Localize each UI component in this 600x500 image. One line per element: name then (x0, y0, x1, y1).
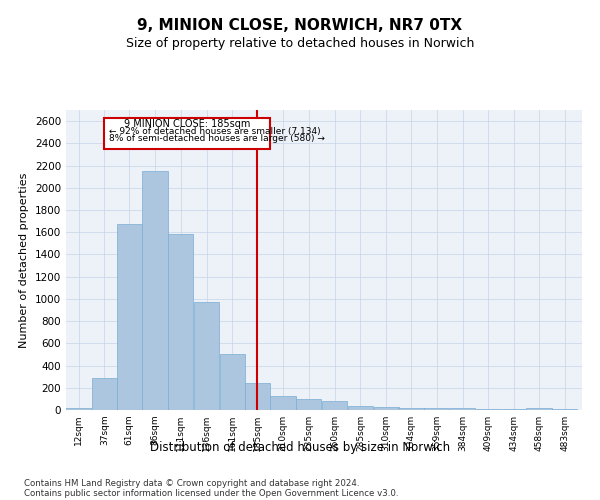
Bar (526, 408, 551, 410)
Text: 8% of semi-detached houses are larger (580) →: 8% of semi-detached houses are larger (5… (109, 134, 325, 143)
Bar (348, 406, 373, 410)
Bar (374, 407, 399, 410)
Bar (271, 396, 296, 410)
Bar (116, 224, 142, 410)
Bar (424, 408, 449, 410)
Bar (398, 408, 424, 410)
Bar (66, 408, 91, 410)
Bar (245, 384, 270, 410)
Bar (142, 171, 167, 410)
Bar (194, 302, 219, 410)
Text: 9, MINION CLOSE, NORWICH, NR7 0TX: 9, MINION CLOSE, NORWICH, NR7 0TX (137, 18, 463, 32)
Bar (450, 408, 475, 410)
Text: Contains HM Land Registry data © Crown copyright and database right 2024.: Contains HM Land Registry data © Crown c… (24, 478, 359, 488)
Text: 9 MINION CLOSE: 185sqm: 9 MINION CLOSE: 185sqm (124, 120, 250, 130)
Y-axis label: Number of detached properties: Number of detached properties (19, 172, 29, 348)
Bar (168, 234, 193, 410)
Text: Contains public sector information licensed under the Open Government Licence v3: Contains public sector information licen… (24, 488, 398, 498)
Text: Distribution of detached houses by size in Norwich: Distribution of detached houses by size … (150, 441, 450, 454)
Bar (220, 354, 245, 410)
FancyBboxPatch shape (104, 118, 269, 149)
Bar (92, 378, 117, 410)
Text: Size of property relative to detached houses in Norwich: Size of property relative to detached ho… (126, 38, 474, 51)
Text: ← 92% of detached houses are smaller (7,134): ← 92% of detached houses are smaller (7,… (109, 126, 320, 136)
Bar (296, 399, 322, 410)
Bar (322, 401, 347, 410)
